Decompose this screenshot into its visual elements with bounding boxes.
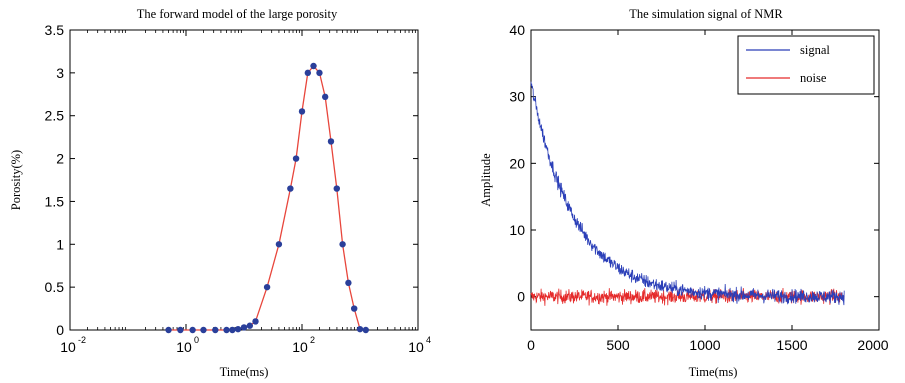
right-legend: signal noise	[737, 35, 875, 95]
left-xtick-exponent: 4	[426, 335, 431, 345]
left-xtick-exponent: -2	[78, 335, 86, 345]
porosity-point	[292, 155, 300, 162]
legend-box	[737, 35, 875, 95]
porosity-point	[350, 305, 358, 312]
porosity-point	[165, 326, 172, 334]
legend-noise-label: noise	[800, 71, 827, 85]
left-ytick-label: 0	[56, 322, 64, 338]
right-chart-title: The simulation signal of NMR	[629, 7, 783, 21]
left-y-axis: 0 0.5 1 1.5 2 2.5 3 3.5	[45, 22, 418, 338]
left-ytick-label: 3.5	[45, 22, 65, 38]
right-xtick-label: 1500	[776, 337, 807, 353]
porosity-point	[200, 326, 207, 334]
left-x-axis-label: Time(ms)	[220, 365, 269, 379]
right-xtick-label: 2000	[857, 337, 888, 353]
right-xtick-label: 1000	[689, 337, 720, 353]
porosity-point	[327, 138, 335, 145]
left-xtick-label: 10	[292, 339, 308, 355]
right-ytick-label: 40	[509, 22, 525, 38]
left-xtick-exponent: 2	[310, 335, 315, 345]
right-xtick-label: 0	[527, 337, 535, 353]
porosity-point	[345, 279, 352, 287]
left-ytick-label: 0.5	[45, 279, 65, 295]
right-x-axis: 0 500 1000 1500 2000	[527, 30, 889, 353]
porosity-point	[304, 69, 312, 77]
right-series-layer	[530, 81, 845, 306]
left-xtick-label: 10	[60, 339, 76, 355]
left-ytick-label: 1	[56, 236, 64, 252]
right-y-axis-label: Amplitude	[479, 153, 493, 207]
left-x-axis: 10 -2 10 0 10 2 10 4	[60, 30, 431, 355]
left-y-axis-label: Porosity(%)	[9, 150, 23, 210]
left-ytick-label: 3	[56, 65, 64, 81]
porosity-point	[212, 326, 219, 334]
porosity-point	[263, 283, 271, 291]
porosity-point	[246, 322, 254, 329]
signal-line	[530, 81, 845, 306]
left-ytick-label: 1.5	[45, 193, 65, 209]
porosity-point	[362, 326, 370, 334]
left-series-layer	[165, 62, 370, 334]
left-ytick-label: 2	[56, 151, 64, 167]
left-plot-frame	[69, 29, 419, 331]
left-chart-title: The forward model of the large porosity	[137, 7, 338, 21]
left-xtick-exponent: 0	[194, 335, 199, 345]
porosity-point	[252, 318, 259, 325]
right-y-axis: 0 10 20 30 40	[509, 22, 879, 305]
porosity-point	[189, 326, 196, 334]
porosity-point	[234, 325, 242, 333]
right-ytick-label: 30	[509, 89, 525, 105]
porosity-point	[298, 108, 306, 115]
right-ytick-label: 0	[517, 289, 525, 305]
porosity-point	[356, 325, 364, 333]
right-ytick-label: 10	[509, 222, 525, 238]
porosity-line	[168, 64, 366, 331]
porosity-point	[321, 93, 329, 101]
left-xtick-label: 10	[408, 339, 424, 355]
porosity-point	[229, 326, 236, 334]
porosity-point	[223, 326, 230, 334]
right-xtick-label: 500	[606, 337, 630, 353]
right-ytick-label: 20	[509, 155, 525, 171]
porosity-point	[316, 69, 323, 77]
porosity-point	[287, 185, 294, 192]
left-ytick-label: 2.5	[45, 108, 65, 124]
porosity-point	[177, 326, 184, 334]
porosity-point	[275, 241, 283, 248]
porosity-point	[240, 324, 248, 331]
porosity-point	[333, 185, 340, 192]
porosity-point	[339, 241, 346, 248]
right-x-axis-label: Time(ms)	[689, 365, 738, 379]
legend-signal-label: signal	[800, 43, 830, 57]
nmr-signal-chart: The simulation signal of NMR 0 10 20 30 40 0…	[479, 7, 889, 379]
left-xtick-label: 10	[176, 339, 192, 355]
porosity-chart: The forward model of the large porosity …	[9, 7, 431, 379]
porosity-point	[310, 62, 317, 70]
